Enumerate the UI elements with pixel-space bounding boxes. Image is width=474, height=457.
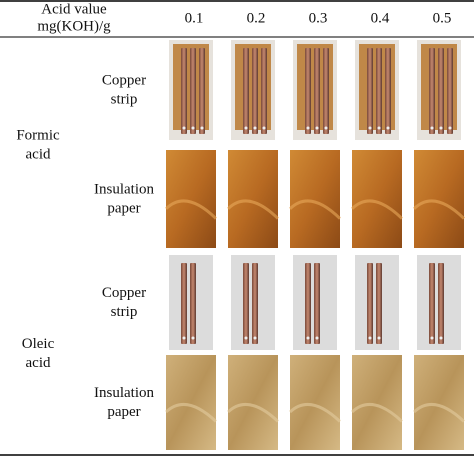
strip-hole [368,126,372,130]
row-label: strip [111,91,138,107]
insulation-paper [228,150,278,248]
insulation-paper [228,355,278,450]
strip-hole [253,336,257,340]
group-label: Oleic [22,336,55,352]
strip-hole [368,336,372,340]
copper-strip [314,263,320,344]
row-label: paper [107,200,140,216]
strip-hole [191,126,195,130]
copper-strip [314,48,320,134]
header-label: Acid value [41,1,107,17]
strip-hole [377,126,381,130]
copper-strip [190,48,196,134]
copper-strip [243,48,249,134]
paper-texture [164,402,218,423]
row-label: paper [107,404,140,420]
copper-strip [438,263,444,344]
strip-hole [448,126,452,130]
column-header: 0.4 [371,10,390,26]
column-header: 0.3 [309,10,328,26]
strip-hole [315,336,319,340]
copper-strip [181,263,187,344]
copper-strip [252,263,258,344]
copper-strip [243,263,249,344]
copper-strip [261,48,267,134]
insulation-paper [166,355,216,450]
copper-strip [438,48,444,134]
insulation-paper [414,355,464,450]
group-label: Formic [16,127,60,143]
copper-strip [252,48,258,134]
copper-strip [323,48,329,134]
strip-hole [377,336,381,340]
row-label: Insulation [94,385,154,401]
paper-texture [412,199,466,220]
insulation-paper [290,150,340,248]
insulation-paper [290,355,340,450]
strip-hole [244,126,248,130]
copper-strip [181,48,187,134]
strip-hole [324,126,328,130]
insulation-paper [352,150,402,248]
copper-strip [305,263,311,344]
copper-strip [429,48,435,134]
row-label: Copper [102,72,146,88]
paper-texture [350,402,404,423]
copper-strip [429,263,435,344]
row-label: Insulation [94,181,154,197]
paper-texture [226,402,280,423]
strip-hole [306,126,310,130]
copper-strip [367,263,373,344]
strip-hole [191,336,195,340]
header-label: mg(KOH)/g [37,18,111,34]
strip-hole [386,126,390,130]
copper-strip [367,48,373,134]
strip-hole [182,336,186,340]
strip-hole [439,336,443,340]
row-label: Copper [102,285,146,301]
copper-strip [447,48,453,134]
strip-hole [306,336,310,340]
strip-hole [439,126,443,130]
insulation-paper [352,355,402,450]
group-label: acid [26,355,51,371]
paper-texture [226,199,280,220]
paper-texture [288,402,342,423]
copper-strip [199,48,205,134]
paper-texture [288,199,342,220]
paper-texture [164,199,218,220]
insulation-paper [166,150,216,248]
strip-hole [253,126,257,130]
strip-hole [244,336,248,340]
row-label: strip [111,304,138,320]
strip-hole [430,126,434,130]
paper-texture [412,402,466,423]
copper-strip [376,263,382,344]
column-header: 0.1 [185,10,204,26]
copper-strip [385,48,391,134]
insulation-paper [414,150,464,248]
column-header: 0.5 [433,10,452,26]
paper-texture [350,199,404,220]
strip-hole [182,126,186,130]
copper-strip [376,48,382,134]
strip-hole [200,126,204,130]
strip-hole [430,336,434,340]
strip-hole [315,126,319,130]
column-header: 0.2 [247,10,266,26]
copper-strip [305,48,311,134]
copper-strip [190,263,196,344]
group-label: acid [26,146,51,162]
strip-hole [262,126,266,130]
